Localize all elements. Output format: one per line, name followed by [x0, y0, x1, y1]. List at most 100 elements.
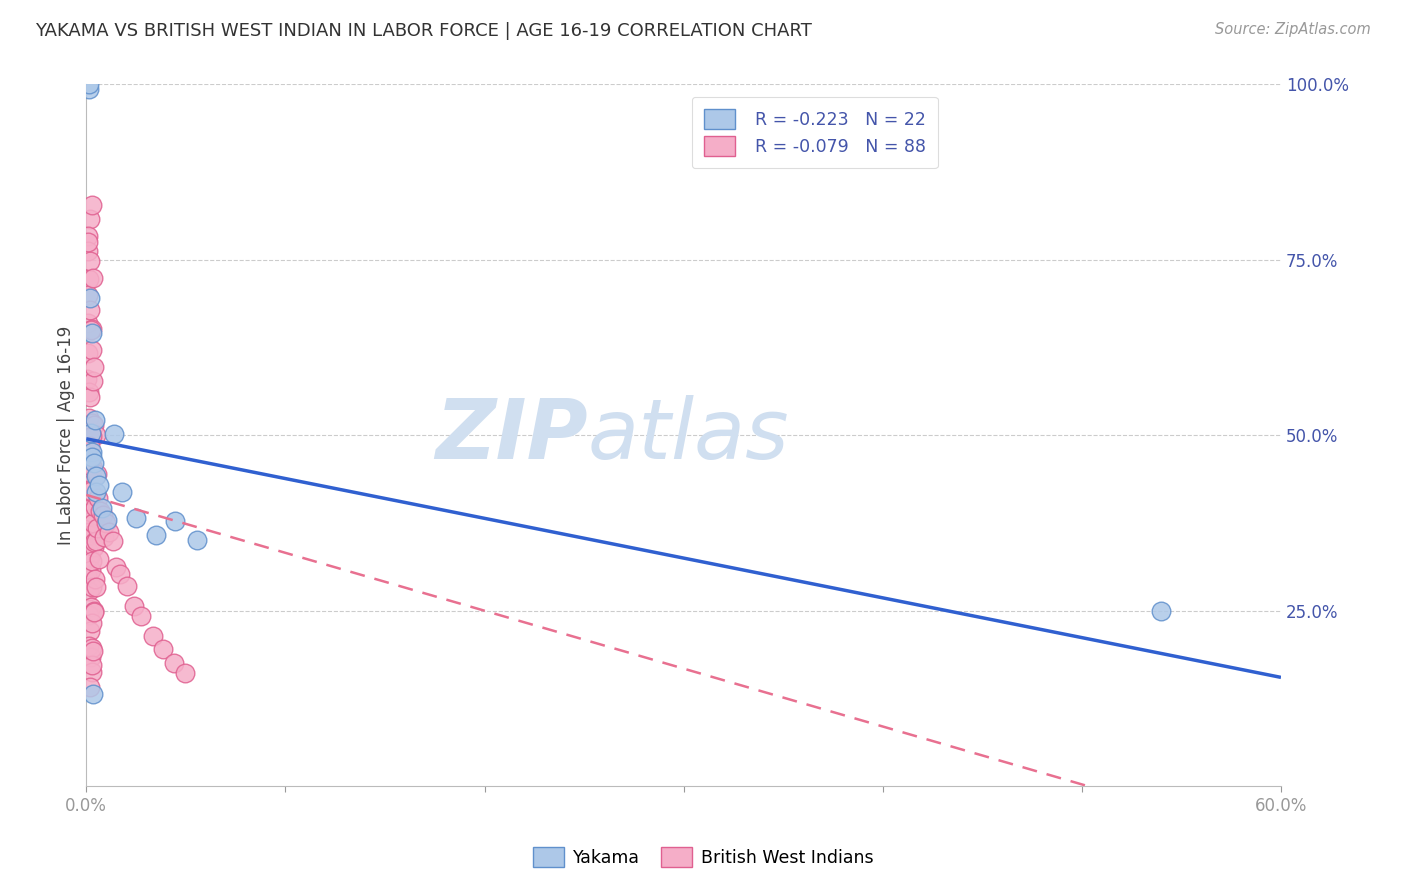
Point — [77, 385, 100, 400]
Point — [96, 513, 118, 527]
Legend:   R = -0.223   N = 22,   R = -0.079   N = 88: R = -0.223 N = 22, R = -0.079 N = 88 — [692, 96, 938, 168]
Point — [174, 666, 197, 681]
Text: YAKAMA VS BRITISH WEST INDIAN IN LABOR FORCE | AGE 16-19 CORRELATION CHART: YAKAMA VS BRITISH WEST INDIAN IN LABOR F… — [35, 22, 813, 40]
Point — [80, 324, 103, 338]
Point — [83, 412, 105, 426]
Point — [1150, 604, 1173, 618]
Point — [83, 418, 105, 433]
Point — [77, 549, 100, 564]
Point — [103, 534, 125, 549]
Y-axis label: In Labor Force | Age 16-19: In Labor Force | Age 16-19 — [58, 326, 75, 545]
Point — [96, 516, 118, 530]
Point — [82, 641, 104, 656]
Point — [77, 426, 100, 441]
Point — [83, 359, 105, 374]
Point — [77, 444, 100, 458]
Point — [89, 552, 111, 566]
Text: Source: ZipAtlas.com: Source: ZipAtlas.com — [1215, 22, 1371, 37]
Point — [80, 483, 103, 498]
Point — [77, 483, 100, 498]
Point — [129, 608, 152, 623]
Point — [79, 528, 101, 542]
Point — [80, 650, 103, 665]
Point — [80, 198, 103, 212]
Point — [77, 497, 100, 511]
Point — [91, 500, 114, 515]
Point — [77, 271, 100, 285]
Point — [186, 533, 208, 548]
Point — [84, 485, 107, 500]
Point — [86, 491, 108, 505]
Point — [83, 540, 105, 554]
Point — [103, 427, 125, 442]
Point — [83, 605, 105, 619]
Point — [80, 458, 103, 473]
Point — [89, 504, 111, 518]
Point — [77, 524, 100, 539]
Point — [80, 505, 103, 519]
Point — [82, 554, 104, 568]
Point — [80, 416, 103, 430]
Point — [79, 254, 101, 268]
Point — [84, 468, 107, 483]
Point — [79, 303, 101, 318]
Point — [152, 641, 174, 656]
Point — [84, 534, 107, 549]
Text: atlas: atlas — [588, 395, 790, 475]
Point — [76, 372, 98, 386]
Point — [141, 628, 163, 642]
Point — [82, 428, 104, 442]
Text: ZIP: ZIP — [436, 395, 588, 475]
Point — [93, 530, 115, 544]
Point — [77, 483, 100, 497]
Point — [82, 445, 104, 459]
Point — [80, 562, 103, 576]
Point — [76, 517, 98, 532]
Point — [82, 270, 104, 285]
Point — [86, 520, 108, 534]
Point — [110, 566, 132, 581]
Point — [111, 485, 134, 500]
Point — [87, 477, 110, 491]
Point — [79, 460, 101, 475]
Point — [82, 322, 104, 336]
Point — [79, 426, 101, 441]
Point — [80, 599, 103, 614]
Point — [82, 374, 104, 388]
Point — [84, 580, 107, 594]
Point — [77, 82, 100, 96]
Point — [80, 665, 103, 680]
Point — [104, 559, 127, 574]
Point — [82, 450, 104, 464]
Point — [79, 680, 101, 694]
Point — [79, 212, 101, 227]
Point — [115, 579, 138, 593]
Point — [76, 288, 98, 302]
Point — [84, 428, 107, 442]
Point — [77, 77, 100, 91]
Point — [83, 534, 105, 549]
Point — [76, 429, 98, 443]
Point — [83, 456, 105, 470]
Point — [77, 346, 100, 360]
Legend: Yakama, British West Indians: Yakama, British West Indians — [526, 840, 880, 874]
Point — [76, 568, 98, 582]
Point — [82, 687, 104, 701]
Point — [79, 624, 101, 639]
Point — [77, 584, 100, 599]
Point — [82, 616, 104, 631]
Point — [165, 514, 187, 528]
Point — [98, 525, 121, 540]
Point — [93, 508, 115, 523]
Point — [77, 316, 100, 330]
Point — [84, 572, 107, 586]
Point — [77, 542, 100, 557]
Point — [77, 467, 100, 481]
Point — [122, 599, 145, 614]
Point — [79, 639, 101, 653]
Point — [79, 292, 101, 306]
Point — [77, 244, 100, 258]
Point — [77, 608, 100, 623]
Point — [163, 656, 186, 670]
Point — [82, 644, 104, 658]
